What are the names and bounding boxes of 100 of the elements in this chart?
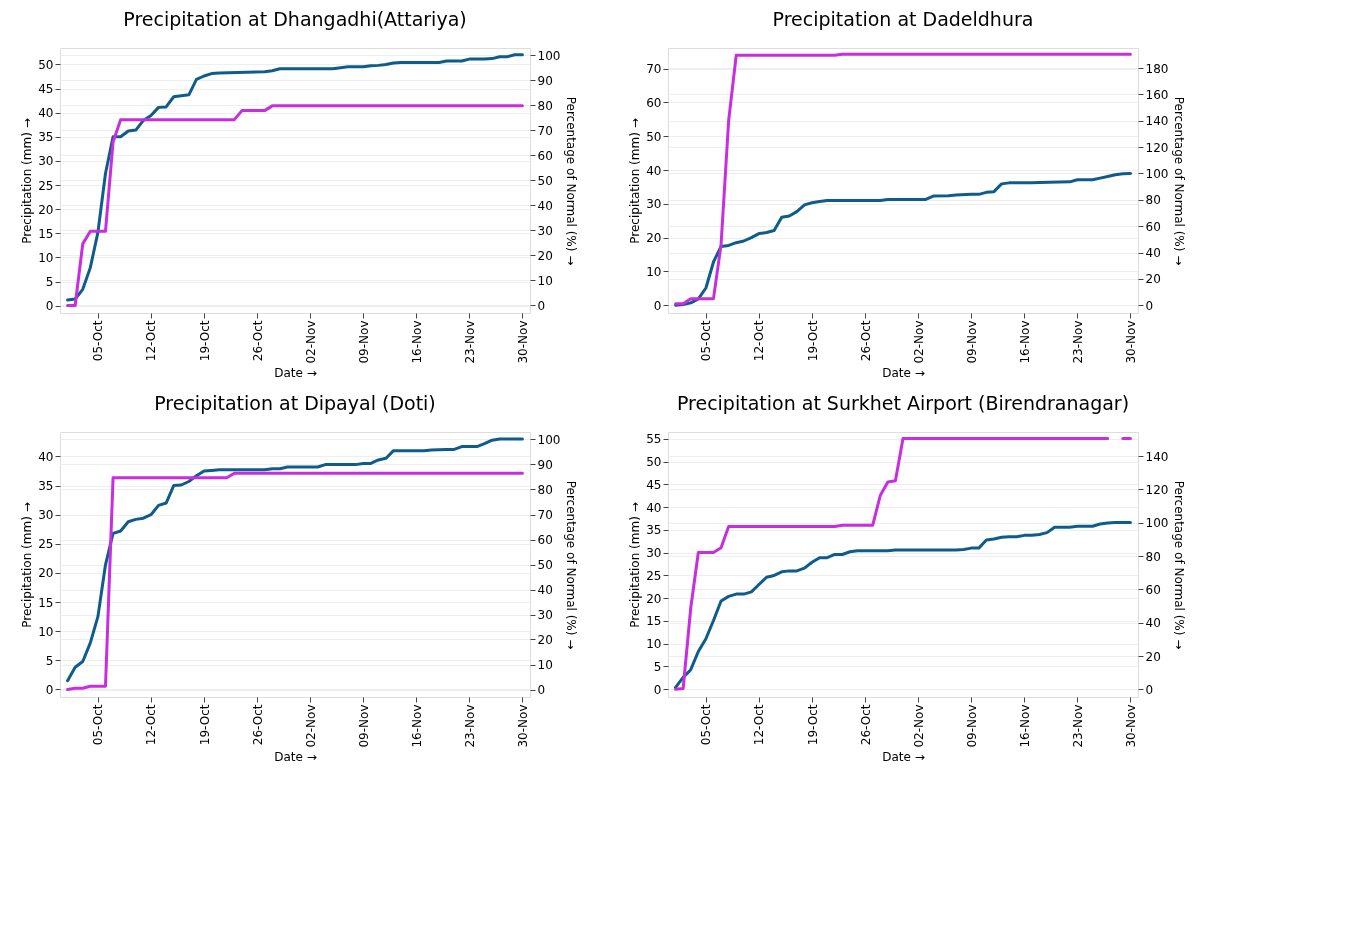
x-tick-label: 23-Nov [1070, 704, 1085, 748]
x-tick-label: 09-Nov [964, 704, 979, 748]
y-tick-label: 5 [653, 659, 662, 674]
y2-tick-label: 80 [1145, 549, 1161, 564]
y-tick-label: 50 [38, 57, 54, 72]
line-series [674, 521, 1132, 689]
y-tick-label: 15 [38, 226, 54, 241]
x-tick-label: 16-Nov [409, 320, 424, 364]
y-tick-label: 10 [646, 264, 662, 279]
x-tick-label: 26-Oct [858, 704, 873, 746]
x-tick-label: 30-Nov [515, 704, 530, 748]
line-series [66, 104, 524, 307]
y-tick-label: 0 [653, 298, 662, 313]
y2-tick-label: 100 [537, 48, 561, 63]
x-tick-label: 26-Oct [250, 704, 265, 746]
chart-title: Precipitation at Dhangadhi(Attariya) [123, 8, 467, 30]
x-axis-title: Date → [274, 749, 317, 764]
y-tick-label: 30 [38, 154, 54, 169]
y-tick-label: 15 [646, 614, 662, 629]
y2-tick-label: 60 [1145, 582, 1161, 597]
y-tick-label: 30 [38, 508, 54, 523]
y-tick-label: 0 [45, 682, 54, 697]
y-axis-title: Precipitation (mm) → [20, 502, 35, 628]
y-tick-label: 50 [646, 129, 662, 144]
y-tick-label: 5 [45, 275, 54, 290]
y-tick-label: 25 [38, 537, 54, 552]
x-tick-label: 02-Nov [303, 320, 318, 364]
y2-tick-label: 40 [1145, 246, 1161, 261]
x-tick-label: 02-Nov [911, 320, 926, 364]
line-series [66, 437, 524, 683]
y2-tick-label: 100 [537, 433, 561, 447]
y2-tick-label: 0 [537, 298, 546, 313]
y-tick-label: 35 [646, 523, 662, 538]
y2-tick-label: 140 [1145, 449, 1169, 464]
y2-tick-label: 10 [537, 658, 553, 672]
x-tick-label: 02-Nov [303, 704, 318, 748]
y-axis-title: Precipitation (mm) → [628, 502, 643, 628]
y2-tick-label: 80 [537, 98, 553, 113]
y2-tick-label: 90 [537, 458, 553, 472]
x-tick-label: 19-Oct [197, 704, 212, 746]
x-tick-label: 19-Oct [197, 320, 212, 362]
y2-tick-label: 40 [537, 583, 553, 597]
y-tick-label: 40 [646, 500, 662, 515]
x-tick-label: 05-Oct [91, 704, 106, 746]
x-tick-label: 23-Nov [462, 704, 477, 748]
y2-tick-label: 90 [537, 73, 553, 88]
x-tick-label: 05-Oct [699, 704, 714, 746]
y2-tick-label: 80 [1145, 193, 1161, 208]
y2-axis-title: Percentage of Normal (%) → [1172, 96, 1187, 266]
x-tick-label: 26-Oct [250, 320, 265, 362]
y2-tick-label: 50 [537, 173, 553, 188]
y2-tick-label: 40 [1145, 616, 1161, 631]
y-tick-label: 55 [646, 432, 662, 447]
y-tick-label: 50 [646, 455, 662, 470]
y2-tick-label: 180 [1145, 61, 1169, 76]
y-tick-label: 40 [38, 449, 54, 464]
x-tick-label: 12-Oct [752, 704, 767, 746]
chart-title: Precipitation at Surkhet Airport (Birendranagar) [676, 392, 1130, 414]
y-tick-label: 10 [38, 624, 54, 639]
y2-tick-label: 100 [1145, 516, 1169, 531]
y2-tick-label: 10 [537, 273, 553, 288]
y-tick-label: 20 [38, 566, 54, 581]
x-axis-title: Date → [882, 365, 925, 380]
y-tick-label: 5 [45, 653, 54, 668]
y-tick-label: 40 [646, 163, 662, 178]
y2-axis-title: Percentage of Normal (%) → [564, 480, 579, 650]
y2-tick-label: 70 [537, 123, 553, 138]
y-tick-label: 20 [646, 231, 662, 246]
y-tick-label: 25 [38, 178, 54, 193]
y2-tick-label: 70 [537, 508, 553, 522]
x-tick-label: 23-Nov [1070, 320, 1085, 364]
x-tick-label: 09-Nov [356, 320, 371, 364]
y-tick-label: 45 [38, 82, 54, 97]
y-tick-label: 10 [38, 250, 54, 265]
x-tick-label: 09-Nov [356, 704, 371, 748]
y2-tick-label: 60 [537, 533, 553, 547]
y2-axis-title: Percentage of Normal (%) → [1172, 480, 1187, 650]
x-axis-title: Date → [274, 365, 317, 380]
y-tick-label: 10 [646, 637, 662, 652]
y-tick-label: 0 [45, 299, 54, 314]
x-tick-label: 16-Nov [1017, 704, 1032, 748]
x-tick-label: 23-Nov [462, 320, 477, 364]
y2-tick-label: 60 [537, 148, 553, 163]
x-tick-label: 19-Oct [805, 704, 820, 746]
y-tick-label: 25 [646, 568, 662, 583]
y2-tick-label: 60 [1145, 219, 1161, 234]
y2-tick-label: 0 [1145, 682, 1154, 697]
y-tick-label: 20 [646, 591, 662, 606]
y2-tick-label: 40 [537, 198, 553, 213]
y2-tick-label: 20 [537, 248, 553, 263]
chart-title: Precipitation at Dipayal (Doti) [154, 392, 436, 414]
y2-tick-label: 160 [1145, 87, 1169, 102]
y-tick-label: 70 [646, 62, 662, 77]
y-tick-label: 60 [646, 95, 662, 110]
y2-tick-label: 120 [1145, 482, 1169, 497]
y-axis-title: Precipitation (mm) → [628, 118, 643, 244]
y2-tick-label: 20 [1145, 272, 1161, 287]
x-tick-label: 05-Oct [91, 320, 106, 362]
line-series [674, 171, 1132, 307]
x-tick-label: 30-Nov [515, 320, 530, 364]
